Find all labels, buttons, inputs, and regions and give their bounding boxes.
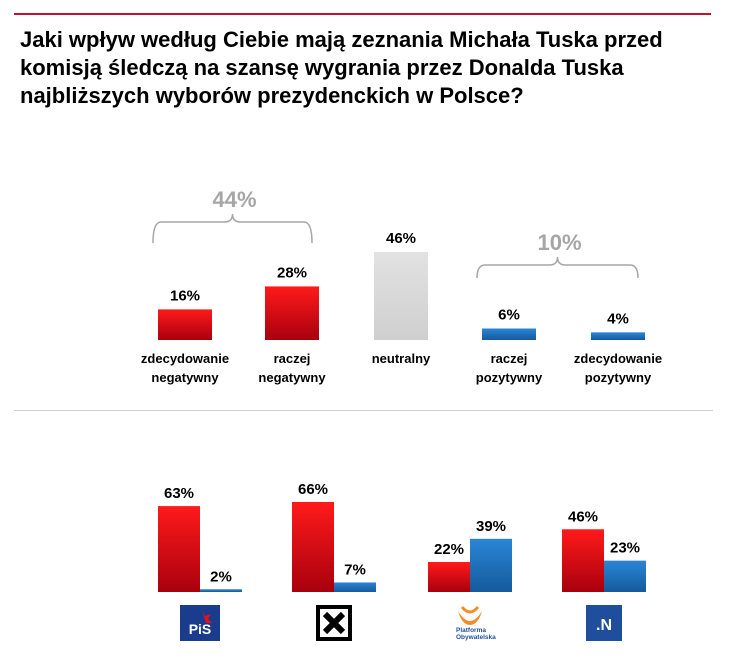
value-label-0: 16% (170, 287, 200, 304)
value-label-2-1: 39% (476, 518, 506, 535)
pis-eagle-icon (202, 610, 212, 623)
value-label-2-0: 22% (434, 541, 464, 558)
bar-3 (482, 328, 536, 340)
category-label-4-1: pozytywny (585, 370, 652, 385)
value-label-4: 4% (607, 310, 629, 327)
po-swoosh-icon (458, 611, 482, 625)
po-swoosh-top-icon (460, 606, 480, 614)
bar-2 (374, 252, 428, 340)
category-label-0-1: negatywny (151, 370, 219, 385)
bar-3-1 (604, 560, 646, 592)
category-label-0-0: zdecydowanie (141, 351, 229, 366)
value-label-1: 28% (277, 264, 307, 281)
po-logo-text-0: Platforma (456, 627, 486, 634)
section-divider (14, 410, 713, 411)
pis-logo-text: PiS (189, 621, 212, 637)
bar-2-0 (428, 562, 470, 592)
category-label-1-0: raczej (274, 351, 311, 366)
po-logo-text-1: Obywatelska (456, 634, 496, 641)
value-label-0-1: 2% (210, 568, 232, 585)
value-label-3-1: 23% (610, 540, 640, 557)
value-label-0-0: 63% (164, 485, 194, 502)
category-label-3-0: raczej (491, 351, 528, 366)
value-label-1-0: 66% (298, 481, 328, 498)
category-label-1-1: negatywny (258, 370, 326, 385)
kukiz-x-icon (322, 611, 346, 635)
bar-1-0 (292, 502, 334, 592)
pis-logo-box (180, 605, 220, 641)
value-label-3-0: 46% (568, 508, 598, 525)
group-label-1: 10% (537, 230, 581, 255)
bar-2-1 (470, 538, 512, 592)
category-label-4-0: zdecydowanie (574, 351, 662, 366)
pis-logo: PiS (180, 605, 220, 641)
kukiz-logo (316, 605, 352, 641)
value-label-3: 6% (498, 307, 520, 324)
opinion-chart: 16% zdecydowanie negatywny 28% raczej negatyw… (141, 187, 662, 385)
bar-0 (158, 309, 212, 340)
value-label-2: 46% (386, 230, 416, 247)
bar-0-1 (200, 589, 242, 592)
top-rule (14, 13, 711, 15)
group-bracket-1 (476, 256, 639, 279)
nowoczesna-logo: .N (586, 605, 622, 641)
page-title: Jaki wpływ według Ciebie mają zeznania M… (20, 27, 663, 108)
bar-0-0 (158, 506, 200, 592)
bar-1-1 (334, 582, 376, 592)
group-bracket-0 (152, 213, 313, 244)
nowoczesna-logo-text: .N (596, 617, 612, 634)
group-label-0: 44% (212, 187, 256, 212)
bar-3-0 (562, 529, 604, 592)
category-label-3-1: pozytywny (476, 370, 543, 385)
nowoczesna-logo-box (586, 605, 622, 641)
party-chart: 63% 2% 66% 7% 22% 39% 46% 23% (158, 481, 646, 592)
category-label-2-0: neutralny (372, 351, 431, 366)
value-label-1-1: 7% (344, 561, 366, 578)
bar-4 (591, 332, 645, 340)
bar-1 (265, 286, 319, 340)
